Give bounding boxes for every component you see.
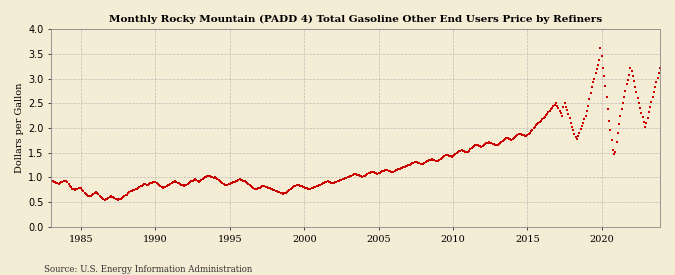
- Y-axis label: Dollars per Gallon: Dollars per Gallon: [15, 83, 24, 173]
- Text: Source: U.S. Energy Information Administration: Source: U.S. Energy Information Administ…: [44, 265, 252, 274]
- Title: Monthly Rocky Mountain (PADD 4) Total Gasoline Other End Users Price by Refiners: Monthly Rocky Mountain (PADD 4) Total Ga…: [109, 15, 602, 24]
